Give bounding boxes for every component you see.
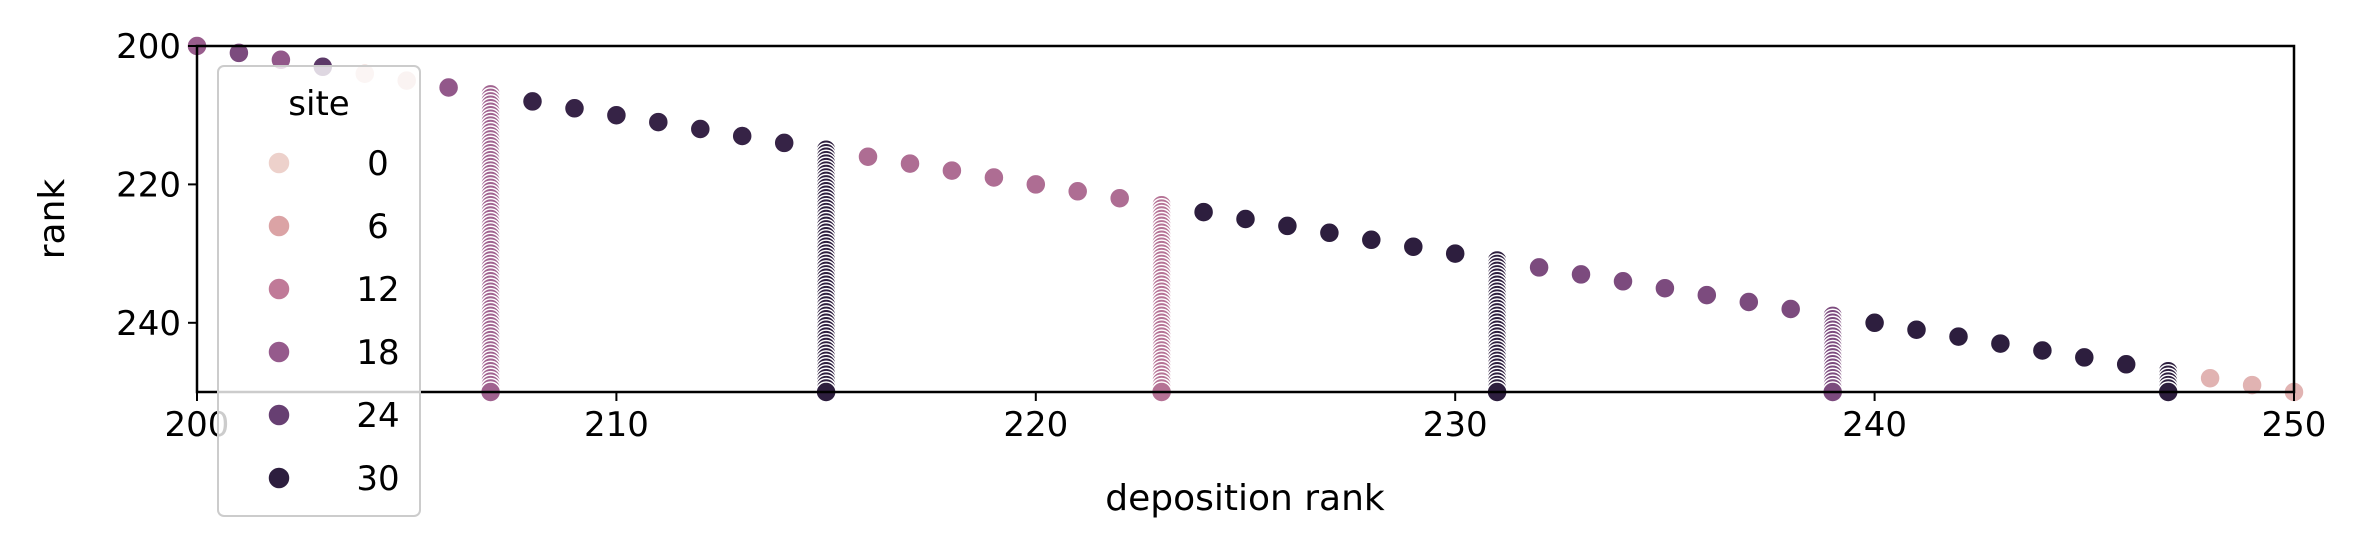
data-point [228,42,250,64]
data-point [2115,353,2137,376]
legend-label: 18 [356,333,399,373]
data-point [1318,222,1341,244]
data-point [1108,187,1131,209]
data-point [1234,208,1257,230]
data-point [1863,312,1886,334]
data-point [2199,367,2221,389]
legend-label: 30 [356,459,399,499]
legend-marker [267,151,291,175]
x-tick-label: 230 [1423,405,1488,445]
data-point [1192,201,1215,223]
y-tick-label: 240 [116,304,181,344]
data-point [1066,180,1089,203]
y-axis: 200 220 240 [116,27,197,344]
data-point [1276,215,1299,237]
legend-marker [267,466,291,490]
data-point [1570,263,1592,286]
data-point [1444,242,1466,265]
legend-label: 12 [356,270,399,310]
data-point [983,166,1005,189]
data-points [186,35,2305,403]
data-point [1402,235,1425,258]
data-point [1528,256,1550,279]
data-point [689,118,712,140]
data-point [1738,291,1760,313]
legend-label: 6 [367,207,389,247]
x-tick-label: 250 [2262,405,2327,445]
data-point [1947,325,1970,348]
data-point [521,90,544,113]
data-point [731,125,753,147]
legend-title: site [288,84,349,124]
data-point [1612,270,1634,293]
data-point [437,76,460,99]
legend-label: 24 [356,396,399,436]
legend-marker [267,340,291,364]
legend-marker [267,277,291,301]
data-point [773,132,795,154]
data-point [899,152,921,175]
data-point [857,145,879,168]
legend-entries: 0 6 12 18 24 30 [267,144,400,499]
data-point [2241,374,2263,396]
data-point [1989,332,2012,355]
data-point [1696,284,1718,306]
data-point [605,104,628,126]
data-point [1905,318,1928,341]
legend-marker [267,214,291,238]
legend-label: 0 [367,144,389,184]
y-axis-title: rank [32,179,73,260]
x-axis: 200 210 220 230 240 250 [165,392,2327,445]
legend: site 0 6 12 18 24 30 [217,65,421,517]
data-point [941,159,963,182]
data-point [1025,173,1047,196]
plot-frame [195,44,2296,394]
data-point [1360,229,1383,251]
x-tick-label: 240 [1842,405,1907,445]
data-point [2031,339,2054,362]
data-point [1654,277,1676,299]
data-point [563,97,586,120]
data-point [1779,298,1802,320]
y-tick-label: 200 [116,27,181,67]
legend-box [217,65,421,517]
y-tick-label: 220 [116,165,181,205]
x-tick-label: 210 [584,405,649,445]
x-tick-label: 220 [1003,405,1068,445]
x-axis-title: deposition rank [1105,478,1385,519]
data-point [2073,346,2096,369]
data-point [647,111,670,133]
legend-marker [267,403,291,427]
